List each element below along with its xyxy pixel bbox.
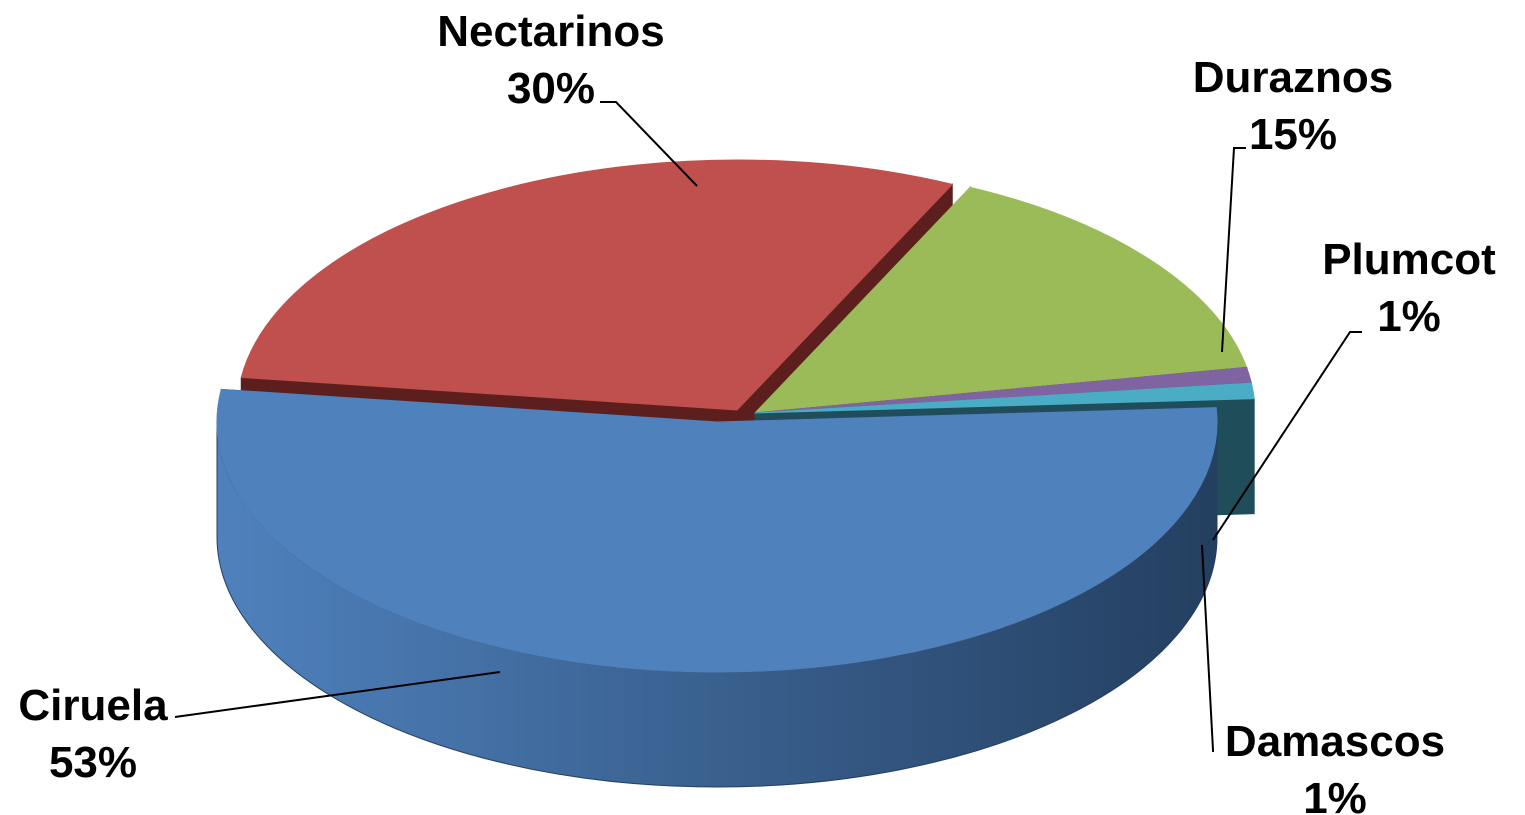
slice-top-damascos: [754, 382, 1255, 414]
pie-slices: [216, 159, 1255, 788]
label-nectarinos-name: Nectarinos: [437, 7, 664, 56]
label-plumcot-value: 1%: [1377, 292, 1441, 341]
label-damascos-name: Damascos: [1225, 717, 1445, 766]
leader-lines: [174, 101, 1362, 752]
leader-line-damascos: [1201, 544, 1214, 752]
slice-top-nectarinos: [240, 159, 954, 411]
slice-top-duraznos: [753, 186, 1248, 414]
slice-top-ciruela: [216, 388, 1218, 673]
leader-line-nectarinos: [600, 101, 698, 187]
leader-line-ciruela: [174, 671, 501, 718]
leader-line-plumcot: [1212, 331, 1362, 541]
label-duraznos-name: Duraznos: [1193, 53, 1393, 102]
label-nectarinos-value: 30%: [507, 64, 595, 113]
label-ciruela-value: 53%: [49, 738, 137, 787]
label-damascos-value: 1%: [1303, 774, 1367, 815]
slice-labels: Nectarinos 30% Duraznos 15% Plumcot 1% D…: [18, 7, 1496, 815]
label-duraznos-value: 15%: [1249, 110, 1337, 159]
leader-line-duraznos: [1221, 147, 1246, 353]
slice-ciruela: [216, 388, 1218, 788]
label-plumcot-name: Plumcot: [1322, 235, 1496, 284]
label-ciruela-name: Ciruela: [18, 681, 168, 730]
